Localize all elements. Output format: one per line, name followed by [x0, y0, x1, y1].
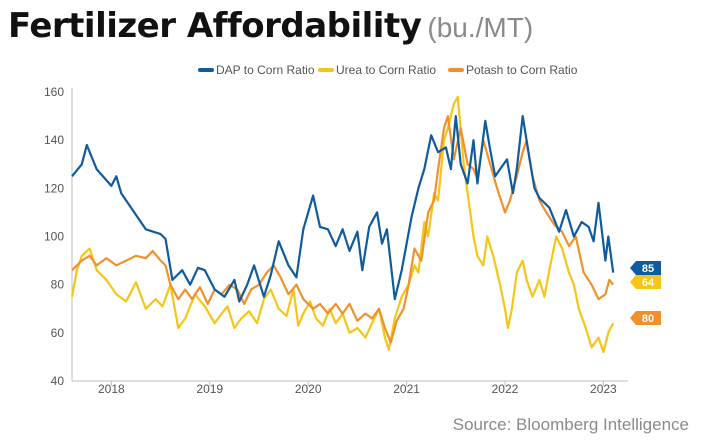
legend-label: Potash to Corn Ratio: [466, 63, 578, 77]
x-axis: 2018 2019 2020 2021 2022 2023: [72, 380, 628, 396]
legend-item: DAP to Corn Ratio: [198, 63, 315, 77]
y-tick-label: 60: [51, 326, 65, 340]
plot-area: [70, 95, 615, 354]
end-labels: 85 64 80: [630, 261, 661, 325]
y-tick-label: 160: [44, 85, 64, 99]
legend-item: Potash to Corn Ratio: [448, 63, 578, 77]
end-tag-box: [630, 261, 661, 275]
series-line-urea: [70, 95, 615, 354]
chart-units: (bu./MT): [427, 12, 534, 43]
end-tag-dap: 85: [630, 261, 661, 275]
end-tag-box: [630, 275, 661, 289]
legend-item: Urea to Corn Ratio: [318, 63, 436, 77]
x-tick-label: 2021: [393, 382, 420, 396]
y-tick-label: 40: [51, 374, 65, 388]
chart-title-row: Fertilizer Affordability (bu./MT): [8, 6, 533, 46]
legend-label: Urea to Corn Ratio: [336, 63, 436, 77]
y-tick-label: 140: [44, 133, 64, 147]
x-tick-label: 2022: [492, 382, 519, 396]
legend-label: DAP to Corn Ratio: [216, 63, 315, 77]
end-tag-value: 64: [642, 277, 655, 289]
end-tag-urea: 64: [630, 275, 661, 289]
x-tick-label: 2018: [98, 382, 125, 396]
legend: DAP to Corn Ratio Urea to Corn Ratio Potas…: [198, 63, 578, 77]
x-tick-label: 2020: [295, 382, 322, 396]
y-tick-label: 100: [44, 230, 64, 244]
chart-title: Fertilizer Affordability: [8, 6, 422, 46]
y-tick-label: 80: [51, 278, 65, 292]
end-tag-value: 85: [642, 263, 654, 275]
y-axis: 40 60 80 100 120 140 160: [44, 85, 73, 388]
series-line-dap: [71, 115, 615, 303]
end-tag-box: [630, 311, 661, 325]
x-tick-label: 2019: [196, 382, 223, 396]
source-note: Source: Bloomberg Intelligence: [452, 415, 689, 434]
end-tag-value: 80: [642, 313, 654, 325]
x-tick-label: 2023: [590, 382, 617, 396]
end-tag-potash: 80: [630, 311, 661, 325]
y-tick-label: 120: [44, 181, 64, 195]
